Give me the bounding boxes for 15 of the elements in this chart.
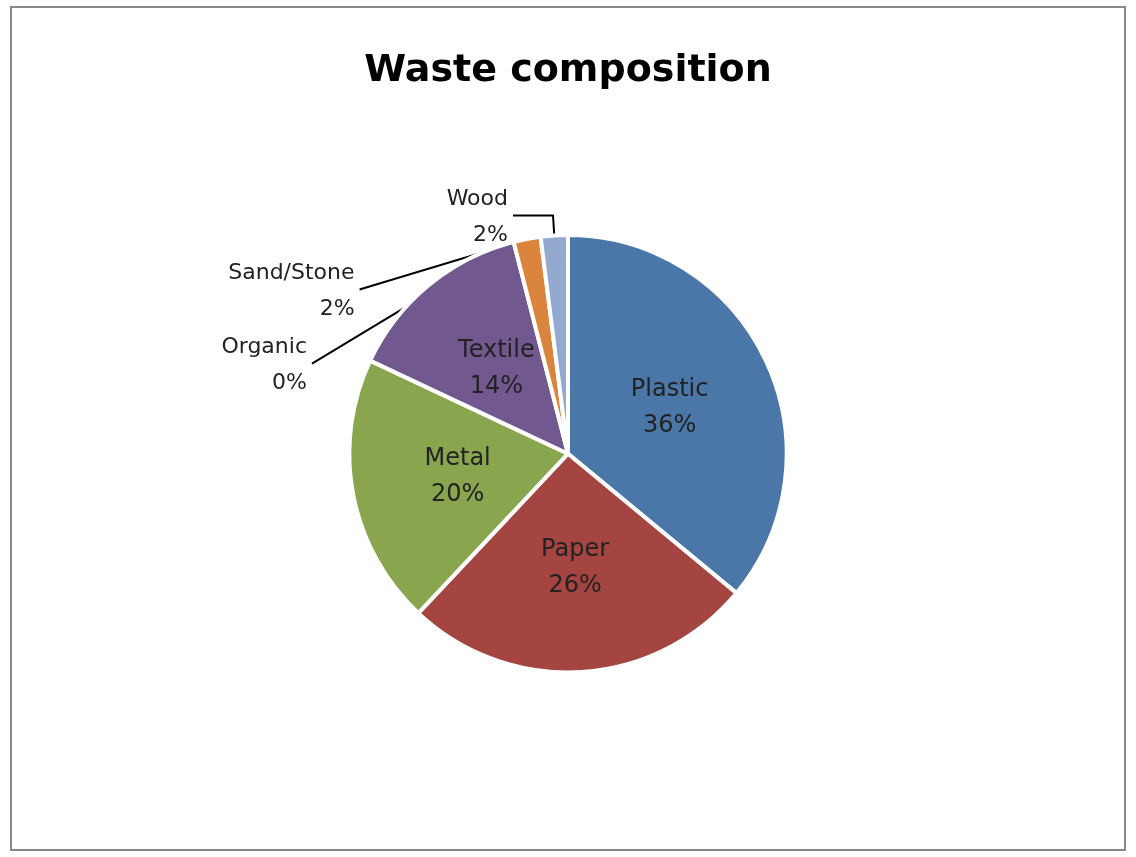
slice-label: Plastic — [630, 373, 709, 402]
data-label: 26% — [548, 569, 602, 598]
data-label: 14% — [469, 371, 524, 400]
data-label: 2% — [473, 221, 509, 247]
data-label: 2% — [319, 295, 355, 321]
chart-title: Waste composition — [364, 46, 772, 90]
slice-label: Textile — [457, 335, 535, 364]
category-label: Organic — [221, 333, 307, 359]
slice-label: Wood — [446, 185, 509, 211]
text: 0% — [272, 369, 307, 395]
slice-label: Metal — [424, 442, 491, 471]
slice-label: Paper — [541, 533, 610, 562]
data-label: 20% — [430, 478, 485, 507]
data-label: 36% — [642, 409, 697, 438]
slice-label: Sand/Stone — [228, 259, 355, 285]
